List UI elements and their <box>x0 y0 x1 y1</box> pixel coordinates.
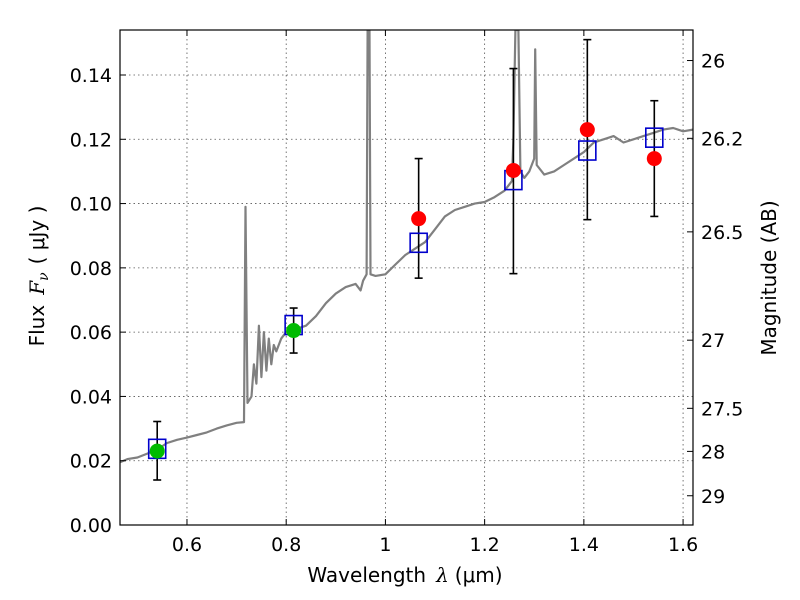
y-tick-label: 0.02 <box>70 451 112 473</box>
observed-flux-point <box>411 211 427 227</box>
y2-axis-label: Magnitude (AB) <box>757 200 781 355</box>
y-tick-label: 0.14 <box>70 65 112 87</box>
observed-flux-point <box>149 443 165 459</box>
error-bars <box>153 38 659 481</box>
x-tick-label: 0.6 <box>172 534 202 556</box>
y-tick-label: 0.00 <box>70 515 112 537</box>
y-tick-label: 0.08 <box>70 258 112 280</box>
y2-tick-label: 27 <box>701 330 725 352</box>
observed-flux-point <box>505 162 521 178</box>
y-axis-label: FluxFν( μJy ) <box>25 206 52 347</box>
model-flux-marker <box>409 232 428 254</box>
observed-flux-point <box>579 122 595 138</box>
y-tick-label: 0.10 <box>70 194 112 216</box>
grid <box>120 30 693 526</box>
y2-tick-label: 26.5 <box>701 222 743 244</box>
y-tick-label: 0.12 <box>70 129 112 151</box>
data-markers <box>147 122 664 460</box>
x-tick-label: 0.8 <box>271 534 301 556</box>
x-tick-label: 1 <box>379 534 391 556</box>
axis-ticks: 0.6 0.8 1 1.2 1.4 1.6 0.00 0.02 0.04 0.06 0.08 0.10… <box>70 30 743 556</box>
y2-tick-label: 26.2 <box>701 128 743 150</box>
observed-flux-point <box>646 151 662 167</box>
observed-flux-point <box>286 323 302 339</box>
y-tick-label: 0.06 <box>70 322 112 344</box>
model-flux-marker <box>645 127 664 148</box>
spectrum-line <box>120 30 693 464</box>
x-tick-label: 1.6 <box>668 534 698 556</box>
plot-frame <box>119 29 694 526</box>
y2-tick-label: 29 <box>701 486 725 508</box>
model-flux-marker <box>578 140 597 161</box>
spectrum-series <box>120 30 693 464</box>
y2-tick-label: 26 <box>701 51 725 73</box>
x-tick-label: 1.4 <box>569 534 599 556</box>
y2-tick-label: 28 <box>701 441 725 463</box>
x-axis-label: Wavelength λ (μm) <box>307 563 502 587</box>
x-tick-label: 1.2 <box>470 534 500 556</box>
y-tick-label: 0.04 <box>70 386 112 408</box>
y2-tick-label: 27.5 <box>701 398 743 420</box>
